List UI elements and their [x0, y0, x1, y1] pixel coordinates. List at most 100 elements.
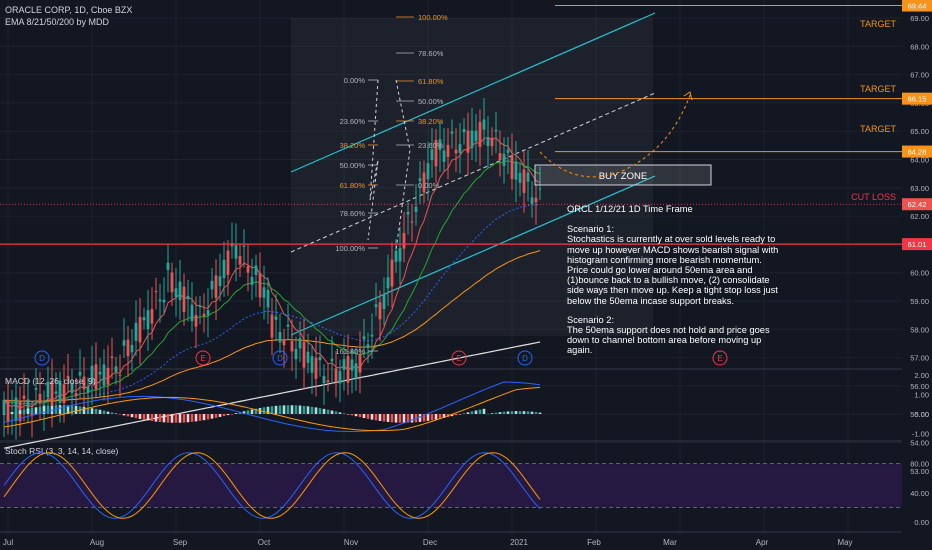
macd-histogram-bar — [98, 409, 102, 414]
macd-histogram-bar — [450, 414, 454, 417]
time-axis-label: 2021 — [510, 538, 528, 547]
candle-body — [394, 250, 398, 262]
macd-histogram-bar — [130, 414, 134, 418]
macd-histogram-bar — [426, 414, 430, 421]
macd-tick-label: -1.00 — [912, 430, 929, 439]
candle-body — [174, 288, 178, 297]
candle-body — [238, 256, 242, 265]
candle-body — [486, 137, 490, 147]
price-tick-label: 68.00 — [910, 42, 929, 51]
macd-histogram-bar — [534, 412, 538, 414]
candle-body — [150, 309, 154, 324]
macd-histogram-bar — [186, 414, 190, 423]
fib-level-label: 0.00% — [418, 181, 440, 190]
macd-histogram-bar — [6, 413, 10, 414]
note-title: ORCL 1/12/21 1D Time Frame — [567, 204, 693, 214]
candle-body — [410, 221, 414, 223]
candle-body — [122, 340, 126, 346]
candle-body — [242, 245, 246, 247]
candle-body — [490, 137, 494, 147]
event-marker-label: E — [200, 354, 205, 363]
candle-body — [194, 314, 198, 327]
macd-histogram-bar — [58, 405, 62, 414]
fib-level-label: 100.00% — [418, 13, 448, 22]
macd-histogram-bar — [86, 407, 90, 414]
macd-histogram-bar — [142, 414, 146, 420]
candle-body — [310, 356, 314, 373]
macd-histogram-bar — [434, 414, 438, 420]
macd-histogram-bar — [470, 411, 474, 414]
candle-body — [262, 287, 266, 298]
macd-histogram-bar — [74, 405, 78, 414]
projected-arrow-icon — [683, 91, 693, 101]
candle-body — [450, 131, 454, 134]
price-badge — [902, 145, 932, 158]
price-badge-label: 62.42 — [908, 200, 927, 209]
candle-body — [202, 313, 206, 317]
time-axis-label: Nov — [344, 538, 358, 547]
macd-histogram-bar — [494, 412, 498, 414]
macd-histogram-bar — [326, 409, 330, 414]
candle-body — [258, 273, 262, 298]
fib-level-label: 0.00% — [344, 76, 366, 85]
projected-path — [539, 94, 691, 178]
price-tick-label: 63.00 — [910, 184, 929, 193]
candle-body — [354, 363, 358, 379]
price-tick-label: 58.00 — [910, 325, 929, 334]
macd-histogram-bar — [410, 414, 414, 423]
macd-histogram-bar — [350, 414, 354, 416]
macd-histogram-bar — [154, 414, 158, 422]
candle-body — [342, 359, 346, 370]
time-axis-label: Feb — [587, 538, 601, 547]
candle-body — [302, 341, 306, 368]
fib-level-label: 61.80% — [418, 77, 444, 86]
fib-level-label: 23.60% — [340, 117, 366, 126]
indicator-title: EMA 8/21/50/200 by MDD — [5, 17, 110, 27]
drawing-overlays[interactable]: TARGET TARGET TARGET CUT LOSS BUY ZONE 0.00% 2… — [0, 5, 902, 366]
fib-level-label: 23.60% — [418, 141, 444, 150]
macd-histogram-bar — [506, 411, 510, 414]
macd-histogram-bar — [490, 413, 494, 414]
macd-histogram-bar — [282, 405, 286, 414]
channel-bottom-line — [290, 175, 656, 336]
fib-level-label: 100.00% — [335, 244, 365, 253]
price-channel[interactable] — [290, 12, 656, 336]
candle-body — [278, 331, 282, 343]
candle-body — [106, 367, 110, 385]
candle-body — [142, 317, 146, 321]
fib-level-label: 78.60% — [340, 209, 366, 218]
stoch-tick-label: 0.00 — [914, 518, 929, 527]
candle-body — [250, 276, 254, 285]
candlesticks — [2, 97, 542, 440]
macd-histogram-bar — [162, 414, 166, 423]
price-tick-label: 67.00 — [910, 71, 929, 80]
macd-histogram-bar — [206, 414, 210, 420]
macd-histogram-bar — [246, 410, 250, 414]
stoch-d-line — [3, 452, 541, 519]
candle-body — [74, 393, 78, 396]
macd-histogram-bar — [438, 414, 442, 419]
candle-body — [14, 397, 18, 421]
macd-histogram-bar — [38, 406, 42, 414]
scenario-1-text: Stochastics is currently at over sold le… — [567, 234, 779, 306]
macd-histogram-bar — [382, 414, 386, 422]
candle-body — [58, 380, 62, 403]
macd-histogram-bar — [294, 405, 298, 414]
macd-histogram-bar — [178, 414, 182, 423]
macd-histogram-bar — [26, 408, 30, 414]
candle-body — [406, 211, 410, 215]
candle-body — [46, 381, 50, 398]
price-badge-label: 61.01 — [908, 240, 927, 249]
time-axis-label: Mar — [663, 538, 677, 547]
macd-histogram-bar — [42, 406, 46, 414]
candle-body — [266, 289, 270, 308]
candle-body — [222, 259, 226, 279]
candle-body — [118, 374, 122, 376]
macd-histogram-bar — [278, 405, 282, 414]
candle-body — [534, 197, 538, 203]
macd-histogram-bar — [286, 405, 290, 414]
price-badge — [902, 238, 932, 251]
candle-body — [102, 364, 106, 386]
fib-level-label: 61.80% — [340, 181, 366, 190]
